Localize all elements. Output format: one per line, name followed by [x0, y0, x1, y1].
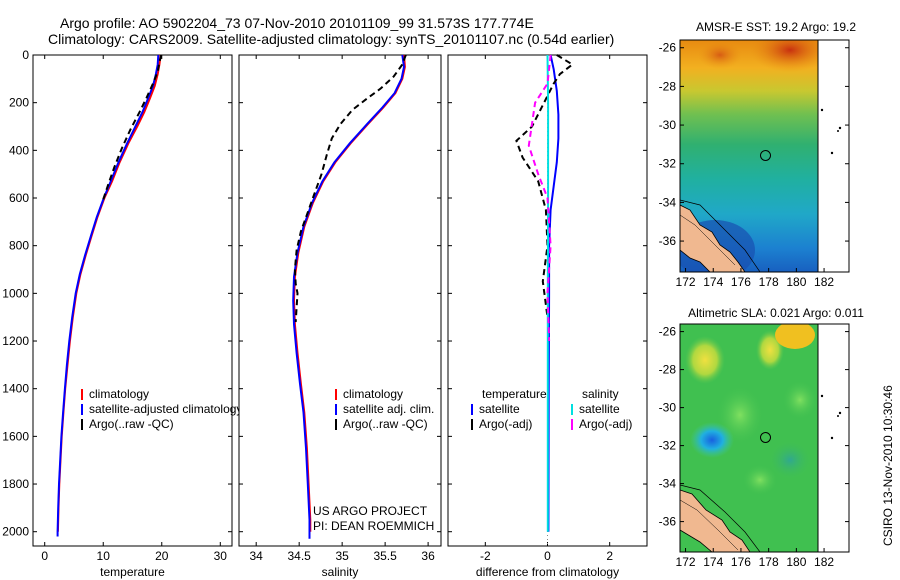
map-y-tick-label: -36 — [659, 515, 677, 529]
x-tick-label: 35 — [335, 549, 349, 563]
map-y-tick-label: -34 — [659, 195, 677, 209]
x-tick-label: 0 — [41, 549, 48, 563]
series-argo-raw-qc- — [293, 54, 407, 323]
x-tick-label: 36 — [421, 549, 435, 563]
sla-map-axes: 172 174 176 178 180 182 -26 -28 -30 -32 -34 -36 — [659, 325, 849, 569]
temperature-xlabel: temperature — [100, 565, 165, 579]
sst-map: AMSR-E SST: 19.2 Argo: 19.2 172 174 176 178… — [659, 20, 857, 289]
salinity-panel: 34 34.5 35 35.5 36 salinity climatologysatelli… — [238, 54, 442, 579]
kermadec-islands — [820, 394, 842, 440]
map-y-tick-label: -32 — [659, 439, 677, 453]
sla-map: Altimetric SLA: 0.021 Argo: 0.011 172 174… — [659, 306, 865, 569]
sst-map-frame — [679, 39, 850, 273]
map-y-tick-label: -28 — [659, 363, 677, 377]
x-tick-label: 34.5 — [287, 549, 311, 563]
salinity-plot-frame — [238, 54, 442, 547]
y-tick-label: 1000 — [2, 286, 29, 300]
y-tick-label: 200 — [9, 96, 29, 110]
y-tick-label: 600 — [9, 191, 29, 205]
legend-label: satellite — [479, 402, 520, 416]
float-position-marker — [760, 150, 771, 161]
y-tick-label: 1200 — [2, 334, 29, 348]
legend-label: Argo(-adj) — [579, 417, 632, 431]
new-zealand-land — [680, 204, 746, 272]
map-x-tick-label: 176 — [731, 555, 751, 569]
map-y-tick-label: -26 — [659, 41, 677, 55]
legend-title: temperature — [482, 387, 547, 401]
map-y-tick-label: -28 — [659, 79, 677, 93]
annotation-text: US ARGO PROJECT — [313, 504, 428, 518]
legend-label: satellite adj. clim. — [343, 402, 434, 416]
map-x-tick-label: 176 — [731, 275, 751, 289]
series-argo-raw-qc- — [101, 54, 163, 204]
y-tick-label: 2000 — [2, 525, 29, 539]
temperature-panel: 0 10 20 30 0 200 400 600 800 1000 1200 1400 1600 1800… — [2, 48, 242, 579]
legend-label: satellite-adjusted climatology — [89, 402, 242, 416]
csiro-timestamp: CSIRO 13-Nov-2010 10:30:46 — [881, 385, 895, 546]
series-salinity-satellite — [546, 54, 550, 532]
map-x-tick-label: 182 — [814, 275, 834, 289]
map-y-tick-label: -30 — [659, 118, 677, 132]
map-x-tick-label: 182 — [814, 555, 834, 569]
legend-label: Argo(..raw -QC) — [343, 417, 428, 431]
sst-field — [680, 40, 818, 272]
y-tick-label: 1800 — [2, 477, 29, 491]
sst-map-axes: 172 174 176 178 180 182 -26 -28 -30 -32 -34 -36 — [659, 41, 849, 289]
sst-map-title: AMSR-E SST: 19.2 Argo: 19.2 — [696, 20, 856, 34]
y-tick-label: 400 — [9, 143, 29, 157]
x-tick-label: 34 — [250, 549, 264, 563]
title-line-1: Argo profile: AO 5902204_73 07-Nov-2010 … — [60, 15, 534, 31]
sla-map-frame — [679, 323, 850, 553]
x-tick-label: 2 — [606, 549, 613, 563]
legend-title: salinity — [582, 387, 619, 401]
x-tick-label: 20 — [155, 549, 169, 563]
annotation-text: PI: DEAN ROEMMICH — [313, 519, 434, 533]
y-tick-label: 0 — [22, 48, 29, 62]
map-x-tick-label: 172 — [676, 275, 696, 289]
legend-label: climatology — [89, 387, 149, 401]
map-x-tick-label: 174 — [703, 275, 723, 289]
map-x-tick-label: 174 — [703, 555, 723, 569]
x-tick-label: -2 — [480, 549, 491, 563]
difference-panel: -2 0 2 difference from climatology temperatu… — [447, 54, 648, 579]
map-x-tick-label: 180 — [786, 275, 806, 289]
series-satellite-adj-clim- — [292, 54, 406, 539]
salinity-xlabel: salinity — [322, 565, 359, 579]
series-satellite-adjusted-climatology — [56, 54, 160, 537]
map-y-tick-label: -34 — [659, 477, 677, 491]
float-position-marker — [760, 432, 771, 443]
map-y-tick-label: -26 — [659, 325, 677, 339]
sla-map-title: Altimetric SLA: 0.021 Argo: 0.011 — [688, 306, 864, 320]
y-tick-label: 800 — [9, 239, 29, 253]
x-tick-label: 35.5 — [373, 549, 397, 563]
x-tick-label: 30 — [214, 549, 228, 563]
title-line-2: Climatology: CARS2009. Satellite-adjuste… — [48, 31, 614, 47]
map-x-tick-label: 172 — [676, 555, 696, 569]
new-zealand-land — [680, 489, 751, 552]
legend-label: satellite — [579, 402, 620, 416]
y-tick-label: 1600 — [2, 429, 29, 443]
difference-xlabel: difference from climatology — [476, 565, 619, 579]
kermadec-islands — [820, 108, 842, 155]
series-salinity-argo-adj- — [527, 54, 552, 342]
x-tick-label: 10 — [97, 549, 111, 563]
map-y-tick-label: -32 — [659, 157, 677, 171]
x-tick-label: 0 — [544, 549, 551, 563]
series-temperature-argo-adj- — [515, 54, 575, 318]
map-x-tick-label: 180 — [786, 555, 806, 569]
map-x-tick-label: 178 — [759, 275, 779, 289]
sla-field — [680, 324, 818, 552]
legend-label: Argo(-adj) — [479, 417, 532, 431]
temperature-plot-frame — [32, 54, 233, 547]
legend-label: climatology — [343, 387, 403, 401]
legend-label: Argo(..raw -QC) — [89, 417, 174, 431]
map-y-tick-label: -30 — [659, 401, 677, 415]
map-x-tick-label: 178 — [759, 555, 779, 569]
map-y-tick-label: -36 — [659, 234, 677, 248]
y-tick-label: 1400 — [2, 382, 29, 396]
